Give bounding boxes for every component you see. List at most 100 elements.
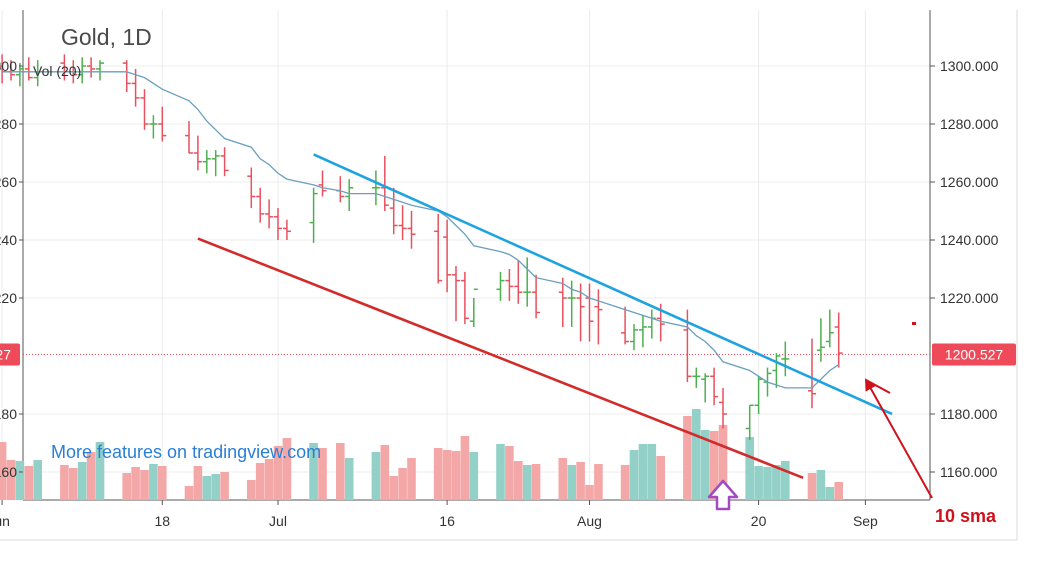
volume-bar	[638, 444, 648, 500]
volume-bar	[469, 452, 479, 500]
price-tag-right-label: 1200.527	[945, 346, 1004, 362]
sma-10-line	[2, 71, 840, 389]
y-tick-label: 1180.000	[940, 406, 998, 422]
ohlc-bar	[96, 60, 104, 81]
ohlc-bar	[710, 367, 719, 406]
ohlc-bar	[318, 170, 327, 197]
ohlc-bar	[193, 135, 202, 171]
x-tick-label: Aug	[577, 513, 602, 529]
ohlc-bar	[808, 338, 816, 409]
y-tick-label-left: 260	[0, 174, 17, 190]
ohlc-bar	[816, 318, 825, 362]
y-tick-label-left: 240	[0, 232, 17, 248]
volume-bar	[567, 465, 576, 500]
volume-bar	[15, 461, 25, 500]
trendlines	[197, 153, 893, 480]
sma-annotation-label: 10 sma	[935, 506, 997, 526]
volume-bar	[273, 446, 283, 500]
volume-bar	[816, 470, 826, 500]
y-tick-label-left: 300	[0, 58, 17, 74]
ohlc-bar	[754, 376, 763, 414]
ohlc-bar	[220, 147, 229, 177]
volume-bar	[318, 448, 327, 500]
volume-bar	[158, 466, 167, 500]
volume-bar	[202, 476, 212, 500]
ohlc-bar	[692, 367, 701, 388]
volume-bar	[558, 458, 568, 500]
volume-bar	[255, 463, 265, 500]
volume-bar	[647, 444, 657, 500]
ohlc-bar	[87, 57, 96, 78]
ohlc-bar	[389, 187, 398, 235]
volume-bar	[656, 456, 665, 500]
volume-bar	[433, 448, 443, 500]
ohlc-bar	[265, 199, 274, 229]
volume-bar	[33, 460, 42, 500]
volume-bar	[763, 467, 772, 500]
ohlc-bar	[309, 187, 318, 243]
volume-bar	[825, 487, 835, 500]
volume-bar	[122, 473, 131, 500]
volume-bar	[149, 464, 158, 500]
volume-bar	[247, 480, 256, 500]
x-tick-label: 18	[155, 513, 171, 529]
volume-bar	[629, 450, 639, 500]
volume-bar	[264, 459, 274, 500]
ohlc-bar	[443, 219, 452, 293]
volume-bar	[807, 473, 817, 500]
price-tag-left-label: 27	[0, 346, 11, 362]
ohlc-bar	[211, 150, 220, 177]
ohlc-bar	[434, 213, 443, 284]
chart-title: Gold, 1D	[61, 24, 152, 50]
ohlc-bar	[523, 257, 532, 307]
ohlc-bar	[576, 283, 585, 342]
ohlc-bar	[158, 106, 167, 142]
ohlc-bar	[336, 176, 345, 203]
ohlc-bar	[532, 274, 541, 319]
volume-bar	[309, 443, 318, 500]
volume-bar	[344, 458, 354, 500]
y-tick-label-left: 180	[0, 406, 17, 422]
volume-bar	[781, 461, 790, 500]
ohlc-bar	[274, 208, 282, 240]
ohlc-bar	[24, 57, 33, 81]
ohlc-bar	[247, 167, 256, 209]
volume-bar	[69, 468, 78, 500]
ohlc-bar	[122, 60, 131, 93]
ohlc-bar	[647, 309, 656, 339]
volume-bar	[700, 430, 710, 500]
ohlc-bar	[772, 353, 781, 388]
volume-bar	[282, 438, 292, 500]
volume-bar	[371, 452, 381, 500]
volume-indicator-label: Vol (20)	[33, 63, 82, 79]
volume-bar	[772, 465, 781, 500]
price-tag-left	[0, 343, 20, 366]
volume-bar	[336, 443, 345, 500]
volume-bar	[576, 462, 585, 500]
volume-bar	[683, 416, 692, 500]
axes: 1300.000 300 1280.000 280 1260.000 260 1240.00…	[0, 58, 1016, 529]
ohlc-bar	[745, 404, 754, 441]
volume-bar	[709, 431, 719, 500]
volume-bar	[754, 466, 763, 500]
y-tick-label: 1220.000	[940, 290, 999, 306]
ohlc-bar	[638, 315, 647, 348]
volume-bar	[620, 465, 630, 500]
volume-bar	[60, 465, 69, 500]
volume-bar	[522, 465, 532, 500]
x-tick-label: Sep	[853, 513, 878, 529]
volume-bar	[140, 470, 149, 500]
volume-bar	[531, 464, 541, 500]
promo-link[interactable]: More features on tradingview.com	[51, 442, 322, 462]
volume-bar	[86, 452, 96, 500]
y-tick-label-left: 160	[0, 464, 17, 480]
price-tag-right	[932, 343, 1016, 366]
ohlc-bar	[149, 115, 158, 139]
ohlc-bar	[781, 341, 790, 377]
y-tick-label-left: 220	[0, 290, 17, 306]
ohlc-bar	[282, 219, 291, 240]
x-tick-label: 16	[439, 513, 455, 529]
x-tick-label: un	[0, 513, 10, 529]
